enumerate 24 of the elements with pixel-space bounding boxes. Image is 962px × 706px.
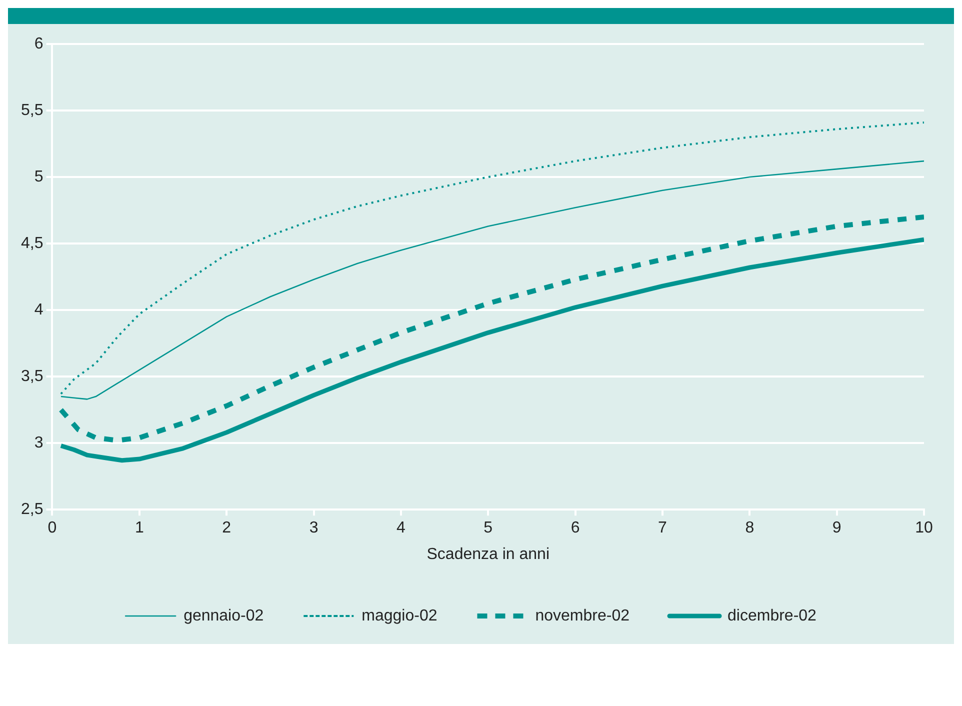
- x-tick-label: 0: [48, 520, 57, 537]
- x-tick-label: 7: [658, 520, 668, 537]
- x-tick-label: 6: [570, 520, 580, 537]
- x-tick-label: 1: [134, 520, 144, 537]
- x-axis-title: Scadenza in anni: [426, 546, 550, 563]
- y-tick-label: 5,5: [20, 102, 44, 119]
- y-tick-label: 6: [34, 35, 44, 52]
- x-tick-label: 2: [222, 520, 232, 537]
- x-tick-label: 8: [745, 520, 754, 537]
- x-tick-label: 5: [484, 520, 493, 537]
- y-tick-label: 5: [34, 168, 44, 186]
- x-tick-label: 10: [915, 520, 933, 537]
- legend-label: dicembre-02: [728, 607, 817, 624]
- y-tick-label: 4: [34, 301, 44, 318]
- x-tick-label: 9: [832, 520, 842, 537]
- x-tick-label: 3: [309, 520, 318, 537]
- x-tick-label: 4: [396, 520, 406, 537]
- legend-label: gennaio-02: [184, 607, 264, 624]
- y-tick-label: 4,5: [20, 234, 44, 252]
- legend-label: novembre-02: [535, 607, 630, 624]
- y-tick-label: 3: [34, 434, 44, 452]
- y-tick-label: 3,5: [20, 368, 44, 385]
- y-tick-label: 2,5: [20, 501, 44, 518]
- legend-label: maggio-02: [362, 607, 438, 624]
